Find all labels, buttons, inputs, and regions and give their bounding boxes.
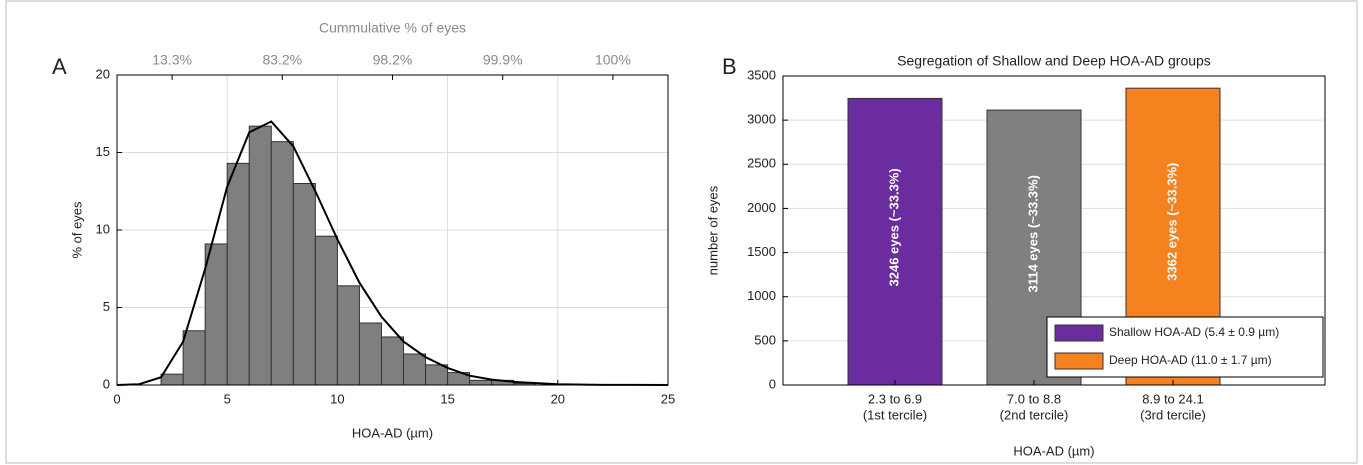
histogram-bar [160,373,184,386]
panel-label: A [52,54,67,79]
x2-tick-label: 83.2% [262,52,302,68]
legend-label: Shallow HOA-AD (5.4 ± 0.9 µm) [1109,325,1279,339]
x2-title: Cummulative % of eyes [319,20,466,36]
legend-label: Deep HOA-AD (11.0 ± 1.7 µm) [1109,353,1272,367]
x-tick-label: 5 [224,391,231,406]
x-tick-sublabel: (1st tercile) [863,407,927,422]
x2-tick-label: 13.3% [152,52,192,68]
histogram-bar [182,330,206,386]
x-tick-label: 20 [551,391,565,406]
histogram-bar [314,235,338,386]
x-tick-label: 7.0 to 8.8 [1007,391,1061,406]
y-tick-label: 3000 [747,112,776,127]
frame [5,0,1358,464]
histogram-bar [425,364,449,386]
value-label: 3362 eyes (~33.3%) [1164,163,1179,281]
x-tick-label: 15 [440,391,454,406]
histogram-bar [292,183,316,386]
histogram-bar [380,336,405,386]
y-tick-label: 15 [96,144,110,159]
histogram-bar [204,243,228,386]
histogram-bar [469,379,493,386]
x-axis-label: HOA-AD (µm) [1013,443,1094,458]
value-label: 3114 eyes (~33.3%) [1025,175,1040,292]
y-tick-label: 10 [96,221,110,236]
y-tick-label: 20 [96,66,110,81]
bar [847,97,943,386]
y-tick-label: 2000 [747,200,776,215]
y-tick-label: 3500 [747,67,776,82]
y-axis-label: number of eyes [705,185,720,275]
x-tick-label: 2.3 to 6.9 [868,391,922,406]
x-tick-label: 8.9 to 24.1 [1142,391,1203,406]
y-axis-label: % of eyes [69,201,84,259]
y-tick-label: 0 [103,376,110,391]
x2-tick-label: 99.9% [483,52,523,68]
y-tick-label: 2500 [747,156,776,171]
y-tick-label: 1500 [747,244,776,259]
y-tick-label: 1000 [747,288,776,303]
histogram-bar [358,322,382,386]
fit-curve [116,120,669,386]
panel-label: B [722,54,737,79]
x2-tick-label: 98.2% [373,52,413,68]
y-tick-label: 5 [103,299,110,314]
legend-swatch [1054,352,1104,370]
x2-tick-label: 100% [595,52,631,68]
histogram-bar [270,141,294,386]
chart-title: Segregation of Shallow and Deep HOA-AD g… [897,53,1211,69]
plot-frame [116,74,669,386]
y-tick-label: 500 [754,332,776,347]
x-tick-label: 10 [330,391,344,406]
legend-swatch [1054,324,1104,342]
x-tick-sublabel: (2nd tercile) [1000,407,1069,422]
histogram-bar [336,285,360,386]
histogram-bar [226,162,250,386]
x-tick-label: 0 [113,391,120,406]
x-axis-label: HOA-AD (µm) [352,425,433,440]
value-label: 3246 eyes (~33.3%) [886,168,901,286]
histogram-bar [403,353,427,386]
plot-frame [782,75,1326,386]
x-tick-sublabel: (3rd tercile) [1140,407,1206,422]
histogram-bar [248,125,272,386]
y-tick-label: 0 [769,376,776,391]
x-tick-label: 25 [661,391,675,406]
